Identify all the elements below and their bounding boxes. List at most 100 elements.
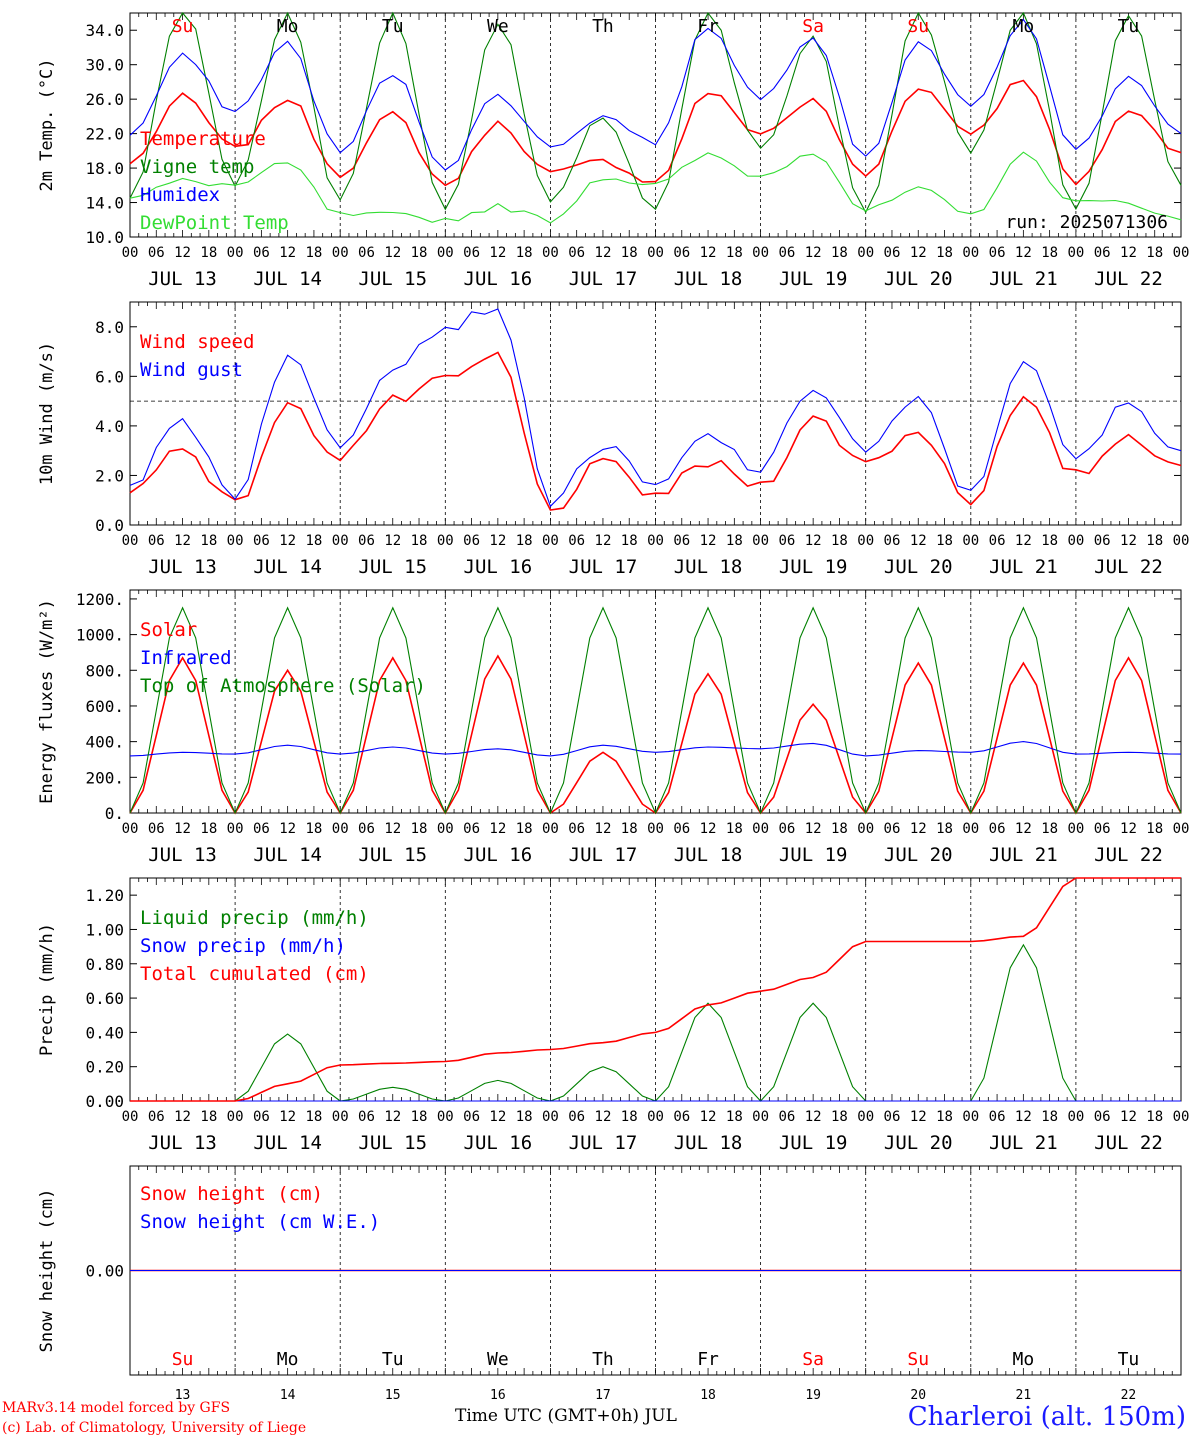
hour-tick-label: 06	[778, 245, 795, 261]
hour-tick-label: 18	[621, 245, 638, 261]
hour-tick-label: 00	[962, 821, 979, 837]
station-name: Charleroi (alt. 150m)	[907, 1402, 1186, 1432]
hour-tick-label: 18	[411, 1109, 428, 1125]
hour-tick-label: 12	[805, 1109, 822, 1125]
hour-tick-label: 00	[647, 533, 664, 549]
day-number: 22	[1121, 1388, 1137, 1403]
hour-tick-label: 00	[647, 821, 664, 837]
date-label: JUL 13	[148, 1132, 217, 1154]
hour-tick-label: 12	[700, 533, 717, 549]
y-tick-label: 0.00	[85, 1092, 124, 1111]
date-label: JUL 22	[1094, 844, 1163, 866]
hour-tick-label: 18	[200, 821, 217, 837]
hour-tick-label: 18	[200, 245, 217, 261]
y-tick-label: 0.60	[85, 989, 124, 1008]
hour-tick-label: 06	[778, 821, 795, 837]
panel-frame	[129, 589, 1182, 814]
hour-tick-label: 06	[253, 821, 270, 837]
hour-tick-label: 06	[463, 245, 480, 261]
hour-tick-label: 12	[1120, 821, 1137, 837]
hour-tick-label: 12	[1015, 1109, 1032, 1125]
y-tick-label: 1.20	[85, 886, 124, 905]
hour-tick-label: 00	[332, 533, 349, 549]
date-label: JUL 18	[674, 556, 743, 578]
day-abbr: Tu	[1118, 1349, 1140, 1370]
date-label: JUL 17	[569, 844, 638, 866]
hour-tick-label: 18	[516, 245, 533, 261]
day-abbr: Th	[592, 1349, 614, 1370]
hour-tick-label: 12	[174, 245, 191, 261]
hour-tick-label: 12	[805, 821, 822, 837]
hour-tick-label: 00	[752, 533, 769, 549]
date-label: JUL 15	[358, 844, 427, 866]
hour-tick-label: 00	[332, 821, 349, 837]
hour-tick-label: 12	[489, 1109, 506, 1125]
hour-tick-label: 18	[516, 533, 533, 549]
hour-tick-label: 00	[1067, 245, 1084, 261]
panel-3: 0. 200. 400. 600. 800. 1000. 1200. Energy fluxe…	[37, 589, 1189, 866]
date-label: JUL 14	[253, 1132, 322, 1154]
hour-tick-label: 06	[673, 533, 690, 549]
y-tick-label: 0.20	[85, 1058, 124, 1077]
hour-tick-label: 18	[621, 533, 638, 549]
legend-entry-1: Wind speed	[140, 331, 254, 353]
hour-tick-label: 00	[1173, 533, 1190, 549]
panel-5: 0.00 Snow height (cm) Snow height (cm) Snow…	[37, 1165, 1182, 1403]
legend-entry-2: Snow height (cm W.E.)	[140, 1211, 380, 1233]
hour-tick-label: 12	[384, 533, 401, 549]
panel-frame	[129, 12, 1182, 238]
day-abbr: We	[487, 16, 509, 37]
hour-tick-label: 00	[227, 1109, 244, 1125]
hour-tick-label: 00	[857, 1109, 874, 1125]
y-axis-label: 10m Wind (m/s)	[37, 342, 57, 485]
date-label: JUL 22	[1094, 556, 1163, 578]
date-label: JUL 20	[884, 844, 953, 866]
hour-tick-label: 00	[962, 245, 979, 261]
date-label: JUL 16	[464, 268, 533, 290]
hour-tick-label: 06	[253, 245, 270, 261]
day-abbr: Tu	[382, 16, 404, 37]
day-abbr: Tu	[382, 1349, 404, 1370]
y-axis-label: Energy fluxes (W/m²)	[37, 599, 57, 804]
date-label: JUL 18	[674, 1132, 743, 1154]
date-label: JUL 21	[989, 556, 1058, 578]
y-tick-label: 600.	[85, 697, 124, 716]
y-axis-label: Precip (mm/h)	[37, 923, 57, 1056]
hour-tick-label: 12	[1015, 533, 1032, 549]
hour-tick-label: 12	[279, 821, 296, 837]
y-tick-label: 0.80	[85, 955, 124, 974]
series-line-2	[129, 741, 1182, 757]
day-abbr: Th	[592, 16, 614, 37]
hour-tick-label: 06	[884, 821, 901, 837]
hour-tick-label: 12	[595, 1109, 612, 1125]
hour-tick-label: 12	[910, 533, 927, 549]
day-number: 17	[595, 1388, 611, 1403]
date-label: JUL 19	[779, 1132, 848, 1154]
hour-tick-label: 18	[411, 533, 428, 549]
month-label: JUL	[644, 1406, 677, 1426]
hour-tick-label: 00	[122, 821, 139, 837]
hour-tick-label: 12	[1015, 821, 1032, 837]
y-tick-label: 6.0	[95, 367, 124, 386]
day-number: 19	[805, 1388, 821, 1403]
y-tick-label: 8.0	[95, 318, 124, 337]
hour-tick-label: 12	[279, 1109, 296, 1125]
hour-tick-label: 06	[568, 821, 585, 837]
series-line-3	[130, 877, 1181, 1102]
hour-tick-label: 00	[647, 245, 664, 261]
hour-tick-label: 06	[884, 1109, 901, 1125]
hour-tick-label: 06	[778, 1109, 795, 1125]
credit-line-2: (c) Lab. of Climatology, University of L…	[2, 1420, 307, 1436]
series-line-3	[129, 18, 1182, 171]
legend-entry-1: Temperature	[140, 128, 266, 150]
date-label: JUL 20	[884, 268, 953, 290]
hour-tick-label: 00	[437, 1109, 454, 1125]
hour-tick-label: 12	[910, 821, 927, 837]
run-label: run: 2025071306	[1005, 212, 1168, 233]
date-label: JUL 18	[674, 268, 743, 290]
hour-tick-label: 12	[384, 821, 401, 837]
hour-tick-label: 18	[831, 533, 848, 549]
hour-tick-label: 12	[174, 1109, 191, 1125]
hour-tick-label: 06	[358, 533, 375, 549]
y-tick-label: 0.	[105, 804, 124, 823]
